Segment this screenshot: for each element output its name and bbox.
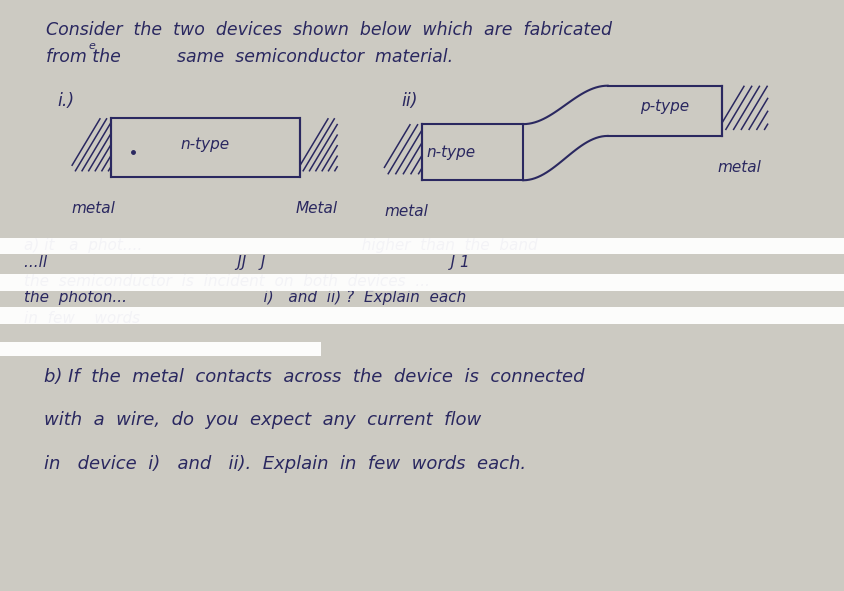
- Text: i.): i.): [57, 92, 74, 109]
- Text: in  few    words: in few words: [24, 311, 140, 326]
- Text: metal: metal: [384, 204, 428, 219]
- Text: metal: metal: [72, 201, 116, 216]
- Bar: [0, 238, 844, 254]
- Text: Metal: Metal: [295, 201, 338, 216]
- Text: in   device  i)   and   ii).  Explain  in  few  words  each.: in device i) and ii). Explain in few wor…: [44, 455, 526, 473]
- Text: ii): ii): [401, 92, 418, 109]
- Bar: [0, 274, 844, 291]
- Text: Consider  the  two  devices  shown  below  which  are  fabricated: Consider the two devices shown below whi…: [46, 21, 613, 38]
- Bar: [111, 118, 300, 177]
- Text: metal: metal: [717, 160, 761, 174]
- Text: b) If  the  metal  contacts  across  the  device  is  connected: b) If the metal contacts across the devi…: [44, 368, 584, 385]
- Text: a) it   a  phot....                                             higher  than  th: a) it a phot.... higher than th: [24, 238, 538, 253]
- Text: the  photon...                            i)   and  ii) ?  Explain  each: the photon... i) and ii) ? Explain each: [24, 290, 466, 305]
- Text: p-type: p-type: [640, 99, 690, 113]
- Text: from the: from the: [46, 48, 122, 66]
- Text: n-type: n-type: [181, 137, 230, 152]
- Text: same  semiconductor  material.: same semiconductor material.: [177, 48, 453, 66]
- Text: e: e: [89, 41, 95, 51]
- Bar: [0, 342, 321, 356]
- Text: n-type: n-type: [426, 145, 475, 160]
- Bar: [0, 307, 844, 324]
- Text: the  semiconductor  is  incident  on  both  devices  ...: the semiconductor is incident on both de…: [24, 274, 430, 289]
- Text: with  a  wire,  do  you  expect  any  current  flow: with a wire, do you expect any current f…: [44, 411, 481, 428]
- Text: ...ll                                       JJ   J                              : ...ll JJ J: [24, 255, 469, 269]
